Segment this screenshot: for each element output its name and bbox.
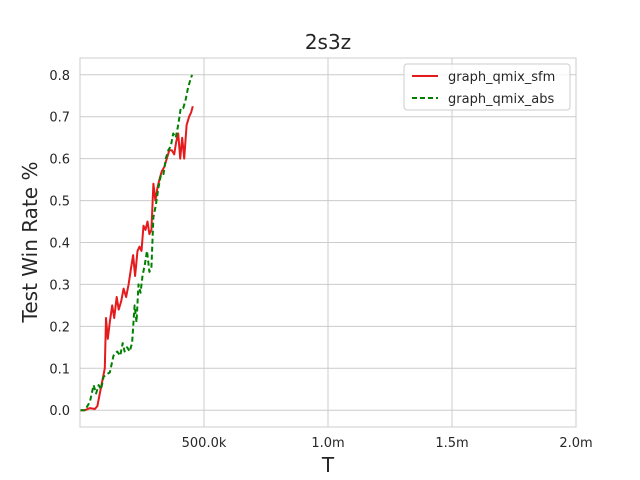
x-axis-title: T [321, 453, 335, 477]
chart-title: 2s3z [305, 30, 351, 54]
plot-frame [79, 57, 577, 428]
series-layer [80, 74, 194, 412]
y-tick-label: 0.6 [49, 153, 70, 168]
legend-box [403, 63, 571, 111]
legend: graph_qmix_sfm graph_qmix_abs [403, 63, 571, 111]
series-line-graph-qmix-abs [80, 74, 194, 412]
y-tick-label: 0.4 [49, 237, 70, 252]
y-tick-label: 0.8 [49, 69, 70, 84]
x-tick-label: 1.0m [311, 436, 344, 451]
x-tick-label: 1.5m [435, 436, 468, 451]
y-axis-title: Test Win Rate % [18, 162, 42, 324]
legend-label-graph-qmix-abs: graph_qmix_abs [448, 92, 554, 107]
y-tick-label: 0.7 [49, 111, 70, 126]
y-tick-label: 0.2 [49, 320, 70, 335]
x-tick-label: 500.0k [182, 436, 227, 451]
y-tick-label: 0.3 [49, 278, 70, 293]
legend-label-graph-qmix-sfm: graph_qmix_sfm [448, 70, 555, 85]
x-tick-label: 2.0m [559, 436, 592, 451]
y-tick-label: 0.0 [49, 404, 70, 419]
y-tick-label: 0.5 [49, 195, 70, 210]
tick-labels: 0.0 0.1 0.2 0.3 0.4 0.5 0.6 0.7 0.8 500.0k 1.0m 1.5… [49, 69, 592, 451]
grid [80, 58, 577, 427]
y-tick-label: 0.1 [49, 362, 70, 377]
series-line-graph-qmix-sfm [80, 105, 194, 412]
